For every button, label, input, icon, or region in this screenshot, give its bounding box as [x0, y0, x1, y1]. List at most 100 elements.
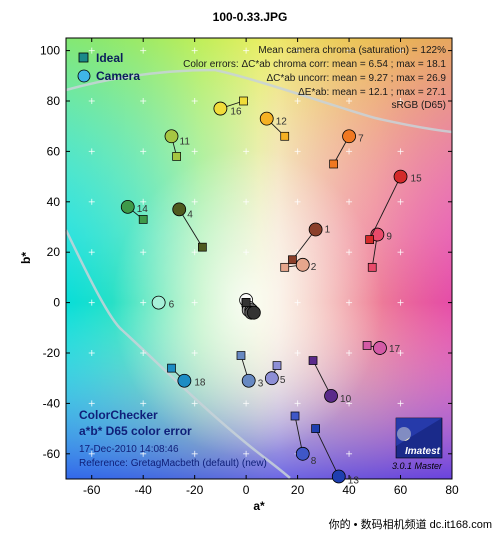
patch-7: 7 [329, 129, 364, 169]
camera-marker [177, 373, 192, 388]
camera-marker [308, 222, 323, 237]
ideal-marker [311, 424, 320, 433]
patch-label: 15 [411, 174, 423, 185]
ideal-marker [362, 341, 372, 350]
ideal-marker [280, 131, 290, 141]
patch-13: 13 [311, 424, 359, 486]
patch-error-line [315, 428, 340, 477]
patch-label: 9 [386, 232, 392, 243]
patch-3: 3 [236, 351, 264, 390]
ideal-marker [239, 96, 248, 106]
patch-17: 17 [362, 341, 401, 355]
ideal-marker [241, 298, 251, 307]
patch-2: 2 [280, 257, 317, 273]
camera-marker [295, 446, 310, 461]
ideal-marker [308, 356, 318, 365]
camera-marker [373, 341, 387, 355]
y-tick-label: 20 [47, 245, 61, 259]
camera-marker [295, 257, 310, 272]
x-tick-label: 40 [342, 483, 356, 497]
info-chroma: Mean camera chroma (saturation) = 122% [258, 45, 446, 56]
y-tick-label: 40 [47, 195, 61, 209]
patch-16: 16 [213, 96, 248, 118]
camera-marker [213, 101, 228, 116]
info-colorspace: sRGB (D65) [392, 100, 446, 111]
info-chroma-corr: Color errors: ΔC*ab chroma corr: mean = … [183, 59, 446, 70]
imatest-logo: Imatest 3.0.1 Master [392, 417, 443, 471]
patch-label: 16 [230, 107, 242, 118]
axes [65, 37, 453, 480]
patch-15: 15 [365, 169, 423, 244]
info-box: Mean camera chroma (saturation) = 122% C… [183, 45, 446, 111]
patch-12: 12 [259, 111, 290, 141]
y-tick-label: 60 [47, 144, 61, 158]
patch-14: 14 [120, 199, 148, 224]
camera-marker [264, 371, 279, 386]
patch-5: 5 [264, 361, 286, 386]
legend-ideal-marker [78, 52, 89, 63]
ideal-marker [172, 152, 182, 161]
patch-error-line [178, 209, 203, 248]
camera-marker [120, 199, 135, 214]
x-tick-label: 60 [394, 483, 408, 497]
y-tick-label: 80 [47, 94, 61, 108]
camera-marker [259, 111, 274, 126]
patch-label: 2 [311, 262, 317, 273]
file-title: 100-0.33.JPG [212, 10, 288, 24]
patch-label: 12 [276, 117, 288, 128]
y-tick-label: 0 [53, 296, 60, 310]
ideal-marker [290, 411, 300, 421]
camera-marker [246, 305, 261, 320]
patch-label: 4 [187, 209, 193, 220]
tick-labels: -60 -40 -20 0 20 40 60 80 -60 -40 -20 0 20 40 60 80 100 [40, 44, 459, 497]
y-tick-label: 100 [40, 44, 60, 58]
patch-label: 7 [358, 133, 364, 144]
camera-marker [164, 129, 179, 144]
patch-label: 18 [194, 378, 206, 389]
info-chroma-uncorr: ΔC*ab uncorr: mean = 9.27 ; max = 26.9 [266, 73, 446, 84]
caption-title2: a*b* D65 color error [79, 424, 192, 438]
x-tick-label: -60 [83, 483, 101, 497]
plot-frame [65, 37, 453, 480]
legend-ideal-label: Ideal [96, 51, 123, 65]
x-tick-label: 0 [243, 483, 250, 497]
imatest-version: 3.0.1 Master [392, 461, 443, 471]
caption-reference: Reference: GretagMacbeth (default) (new) [79, 458, 267, 469]
info-delta-e: ΔE*ab: mean = 12.1 ; max = 27.1 [298, 87, 446, 98]
patch-24 [241, 298, 261, 320]
patch-label: 10 [340, 394, 352, 405]
camera-marker [241, 373, 256, 388]
ideal-marker [365, 235, 375, 244]
ideal-marker [167, 363, 176, 373]
patch-10: 10 [308, 356, 352, 405]
patch-label: 17 [389, 344, 401, 355]
ideal-marker [367, 262, 377, 272]
ideal-marker [138, 215, 148, 224]
patch-label: 8 [311, 456, 317, 467]
caption-date: 17-Dec-2010 14:08:46 [79, 444, 179, 455]
patch-6: 6 [151, 295, 175, 311]
gamut-boundary-bottom [64, 229, 291, 479]
ideal-marker [236, 351, 246, 360]
camera-marker [331, 469, 346, 484]
patch-error-line [369, 176, 401, 240]
patch-label: 1 [325, 225, 331, 236]
patch-1: 1 [288, 222, 331, 265]
ideal-marker [288, 255, 297, 265]
legend: Ideal Camera [77, 51, 140, 83]
ideal-marker [329, 159, 338, 169]
caption: ColorChecker a*b* D65 color error 17-Dec… [79, 408, 267, 469]
camera-marker [172, 202, 187, 217]
imatest-brand: Imatest [405, 446, 441, 457]
legend-camera-label: Camera [96, 69, 140, 83]
camera-marker [342, 129, 356, 144]
patch-18: 18 [167, 363, 206, 389]
patch-8: 8 [290, 411, 317, 467]
grid-crosses [88, 47, 404, 457]
ideal-marker [198, 242, 207, 252]
patch-label: 3 [258, 379, 264, 390]
camera-marker [324, 388, 338, 403]
x-tick-label: 80 [445, 483, 459, 497]
x-tick-label: -20 [186, 483, 204, 497]
